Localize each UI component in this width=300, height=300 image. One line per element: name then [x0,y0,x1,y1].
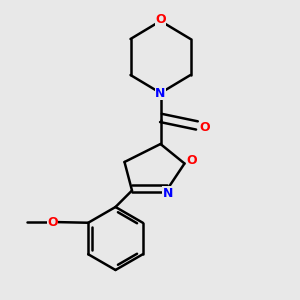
Text: O: O [200,121,210,134]
Text: O: O [187,154,197,167]
Text: O: O [155,13,166,26]
Text: N: N [155,86,166,100]
Text: N: N [163,187,173,200]
Text: O: O [47,215,58,229]
